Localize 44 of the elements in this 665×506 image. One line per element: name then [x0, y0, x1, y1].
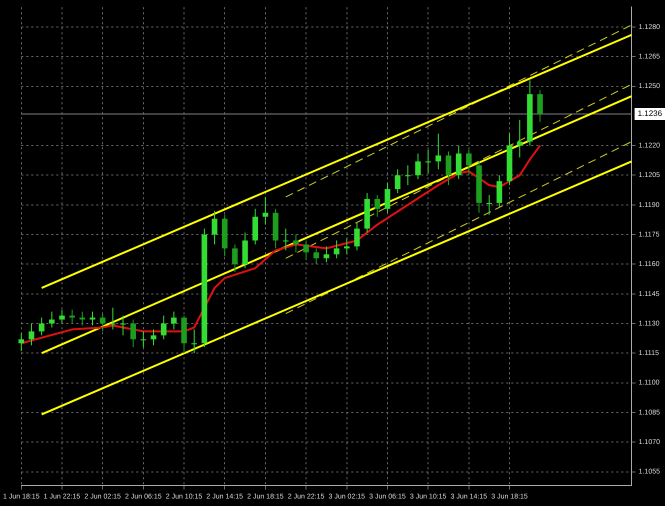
- candlestick: [120, 315, 126, 336]
- candlestick: [232, 244, 238, 273]
- candlestick: [516, 119, 522, 158]
- candlestick: [303, 240, 309, 261]
- candlestick: [537, 90, 543, 122]
- candlestick: [405, 164, 411, 186]
- candlestick: [171, 311, 177, 330]
- candlestick: [160, 315, 166, 340]
- candlestick: [130, 319, 136, 348]
- candlestick: [18, 332, 24, 352]
- candlestick: [28, 323, 34, 346]
- candlestick: [374, 194, 380, 218]
- candlestick: [150, 328, 156, 346]
- candlestick: [282, 228, 289, 251]
- candlestick: [425, 149, 431, 174]
- candlestick: [100, 313, 106, 332]
- candlestick: [69, 309, 75, 324]
- candlestick: [80, 311, 86, 326]
- candlestick: [252, 208, 258, 245]
- candlestick: [436, 133, 442, 170]
- candlestick: [38, 317, 44, 336]
- candlestick: [486, 194, 492, 216]
- candlestick: [59, 309, 65, 324]
- candlestick: [313, 248, 320, 265]
- ref-line-label: 1.1236: [638, 109, 663, 118]
- candlestick: [354, 222, 360, 251]
- candlestick: [496, 174, 502, 208]
- candlestick: [334, 240, 340, 259]
- candlestick: [456, 145, 462, 180]
- candlestick: [49, 311, 55, 328]
- candlestick: [415, 152, 421, 180]
- candlestick: [293, 234, 299, 253]
- candlestick: [212, 210, 218, 245]
- candlestick: [110, 307, 116, 330]
- candlestick: [242, 232, 248, 269]
- candlestick: [324, 246, 330, 263]
- candlestick: [191, 328, 198, 354]
- candlestick: [344, 238, 350, 255]
- candlestick: [140, 330, 146, 348]
- candlestick: [90, 311, 96, 326]
- candlestick: [394, 168, 400, 194]
- candlestick: [466, 149, 472, 176]
- candlestick: [384, 182, 390, 214]
- candlestick: [446, 151, 452, 186]
